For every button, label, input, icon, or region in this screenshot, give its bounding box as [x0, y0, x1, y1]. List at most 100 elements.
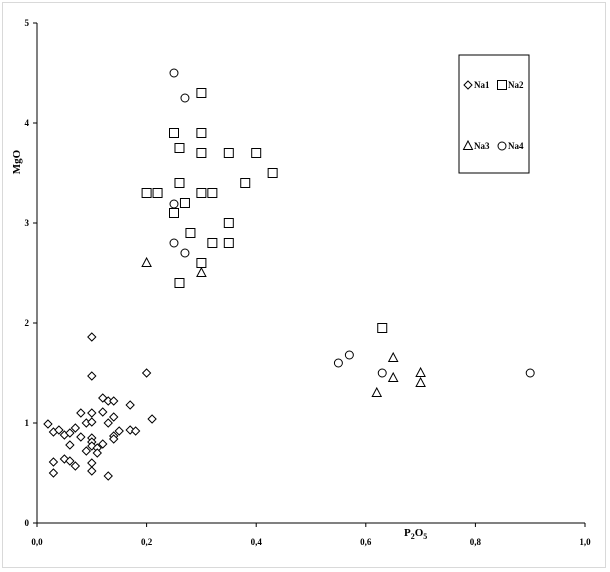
data-point	[223, 218, 234, 228]
data-point	[54, 425, 64, 435]
data-point	[141, 188, 152, 198]
data-point	[98, 407, 108, 417]
data-point	[87, 417, 97, 427]
x-tick-label: 0,6	[360, 537, 372, 547]
data-point	[70, 423, 81, 433]
data-point	[196, 148, 207, 158]
x-axis-title: P2O5	[404, 527, 427, 541]
data-point	[180, 93, 190, 103]
diamond-marker-icon	[463, 80, 473, 90]
series-na3	[141, 256, 426, 397]
data-point	[377, 323, 388, 333]
data-point	[207, 188, 218, 198]
data-point	[169, 68, 179, 78]
y-tick-label: 0	[25, 518, 30, 528]
data-point	[87, 466, 97, 476]
chart-frame	[2, 2, 606, 568]
legend-item-na3: Na3	[462, 139, 490, 151]
data-point	[76, 408, 86, 418]
data-point	[114, 426, 124, 436]
data-point	[223, 238, 234, 248]
data-point	[87, 332, 97, 342]
legend-item-na4: Na4	[497, 141, 524, 151]
data-point	[207, 238, 218, 248]
x-tick-label: 0,8	[470, 537, 482, 547]
data-point	[179, 198, 190, 208]
x-axis-title-sub: 2	[411, 532, 415, 541]
data-point	[43, 419, 53, 429]
x-axis-title-main: P	[404, 527, 411, 539]
data-point	[147, 414, 157, 424]
square-marker-icon	[497, 80, 507, 90]
series-na2	[141, 88, 388, 333]
y-tick-label: 4	[25, 118, 30, 128]
data-point	[130, 426, 141, 436]
y-tick-label: 5	[25, 18, 30, 28]
legend-label: Na4	[508, 141, 524, 151]
data-point	[344, 350, 354, 360]
data-point	[415, 366, 426, 377]
y-tick-label: 1	[25, 418, 30, 428]
x-tick-label: 0,2	[141, 537, 153, 547]
data-point	[98, 439, 108, 449]
data-point	[174, 278, 185, 288]
data-point	[387, 351, 399, 362]
data-point	[185, 228, 196, 238]
y-axis-title: MgO	[11, 149, 23, 174]
data-point	[169, 238, 179, 248]
data-point	[251, 148, 262, 158]
legend-label: Na3	[474, 141, 490, 151]
x-axis-title-main2: O	[415, 527, 424, 539]
data-point	[387, 371, 399, 382]
data-point	[48, 468, 59, 478]
data-points	[43, 68, 535, 481]
data-point	[65, 440, 75, 450]
data-point	[152, 188, 163, 198]
y-tick-label: 3	[25, 218, 30, 228]
data-point	[525, 368, 535, 378]
data-point	[48, 457, 59, 467]
data-point	[267, 168, 278, 178]
data-point	[87, 371, 97, 381]
data-point	[196, 188, 207, 198]
data-point	[415, 376, 426, 387]
data-point	[196, 128, 207, 138]
data-point	[180, 248, 190, 258]
data-point	[377, 368, 387, 378]
data-point	[174, 143, 185, 153]
data-point	[103, 471, 113, 481]
data-point	[125, 400, 135, 410]
data-point	[70, 461, 81, 471]
data-point	[92, 448, 102, 458]
legend-item-na2: Na2	[497, 80, 524, 90]
triangle-marker-icon	[462, 139, 474, 150]
legend-items: Na1 Na2 Na3 Na4	[462, 80, 524, 151]
legend-item-na1: Na1	[463, 80, 490, 90]
data-point	[141, 368, 152, 378]
x-tick-label: 0,0	[31, 537, 43, 547]
data-point	[223, 148, 234, 158]
circle-marker-icon	[497, 141, 507, 151]
data-point	[141, 256, 152, 267]
data-point	[65, 428, 75, 438]
legend: Na1 Na2 Na3 Na4	[458, 54, 530, 174]
axes: 0 1 2 3 4 5 0,0 0,2 0,4 0,6 0,8 1,0	[25, 18, 592, 547]
data-point	[109, 396, 119, 406]
data-point	[169, 199, 179, 209]
data-point	[109, 412, 119, 422]
legend-box	[458, 54, 530, 174]
series-na4	[169, 68, 535, 378]
data-point	[81, 446, 92, 456]
data-point	[76, 432, 86, 442]
x-tick-label: 0,4	[251, 537, 263, 547]
data-point	[87, 458, 97, 468]
data-point	[240, 178, 251, 188]
data-point	[333, 358, 343, 368]
data-point	[109, 434, 119, 444]
legend-label: Na1	[474, 80, 490, 90]
data-point	[103, 418, 113, 428]
data-point	[169, 208, 179, 218]
series-na1	[43, 332, 157, 481]
data-point	[196, 258, 207, 268]
